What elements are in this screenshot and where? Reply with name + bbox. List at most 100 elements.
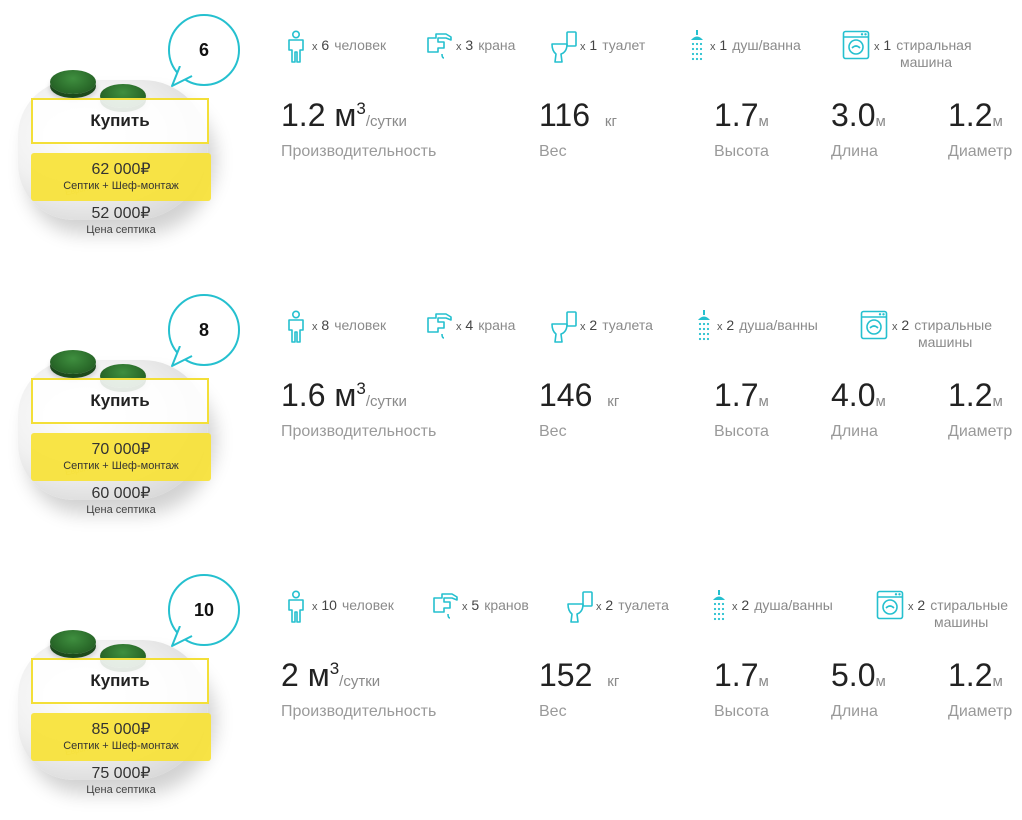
taps-text: крана: [478, 317, 516, 333]
washers-text-2: машина: [900, 54, 952, 70]
multiplier: х: [580, 321, 586, 333]
person-icon: [288, 30, 304, 63]
base-price-value: 60 000₽: [91, 485, 151, 502]
showers-count: 2: [726, 317, 735, 333]
height-label: Высота: [714, 143, 769, 160]
people-text: человек: [334, 317, 387, 333]
multiplier: х: [908, 601, 914, 613]
spec-length: 3.0м Длина: [831, 96, 886, 161]
multiplier: х: [456, 321, 462, 333]
price-with-install[interactable]: 62 000₽ Септик + Шеф-монтаж: [31, 153, 211, 201]
diameter-label: Диаметр: [948, 423, 1013, 440]
diameter-value: 1.2: [948, 657, 993, 693]
base-price-value: 52 000₽: [91, 205, 151, 222]
price-with-install[interactable]: 70 000₽ Септик + Шеф-монтаж: [31, 433, 211, 481]
height-value: 1.7: [714, 657, 759, 693]
toilets-text: туалет: [602, 37, 646, 53]
multiplier: х: [732, 601, 738, 613]
multiplier: х: [312, 321, 318, 333]
showers-count: 2: [741, 597, 750, 613]
weight-value: 116: [539, 97, 591, 133]
diameter-label: Диаметр: [948, 143, 1013, 160]
shower-icon: [698, 310, 710, 341]
buy-button[interactable]: Купить: [31, 658, 209, 704]
diameter-label: Диаметр: [948, 703, 1013, 720]
spec-weight: 116 кг Вес: [539, 96, 617, 161]
height-value: 1.7: [714, 97, 759, 133]
spec-length: 5.0м Длина: [831, 656, 886, 721]
multiplier: х: [462, 601, 468, 613]
shower-icon: [691, 30, 703, 61]
capacity-unit: /сутки: [339, 673, 381, 690]
taps-count: 3: [465, 37, 474, 53]
install-price: 70 000₽: [91, 441, 151, 458]
toilets-count: 2: [589, 317, 598, 333]
install-price-caption: Септик + Шеф-монтаж: [63, 740, 179, 752]
bubble-tail-icon: [171, 346, 193, 367]
toilet-icon: [551, 31, 577, 63]
product-card: Евролос 6 Купить 62 000₽ Септик + Шеф-мо…: [0, 0, 1022, 260]
multiplier: х: [596, 601, 602, 613]
base-price-caption: Цена септика: [86, 224, 156, 236]
multiplier: х: [874, 41, 880, 53]
weight-label: Вес: [539, 423, 567, 440]
capacity-superscript: 3: [356, 99, 366, 118]
height-unit: м: [758, 113, 769, 130]
diameter-value: 1.2: [948, 97, 993, 133]
spec-capacity: 2 м3/сутки Производительность: [281, 656, 436, 721]
washing-machine-icon: [876, 590, 904, 620]
people-count: 6: [321, 37, 330, 53]
capacity-value: 2 м: [281, 657, 330, 693]
capacity-label: Производительность: [281, 703, 437, 720]
people-count: 10: [321, 597, 337, 613]
taps-count: 4: [465, 317, 474, 333]
showers-text: душа/ванны: [754, 597, 833, 613]
spec-height: 1.7м Высота: [714, 656, 769, 721]
height-label: Высота: [714, 423, 769, 440]
install-price-caption: Септик + Шеф-монтаж: [63, 180, 179, 192]
toilets-count: 1: [589, 37, 598, 53]
weight-value: 146: [539, 377, 593, 413]
diameter-unit: м: [992, 393, 1003, 410]
lid-icon: [50, 350, 96, 374]
capacity-label: Производительность: [281, 143, 437, 160]
spec-weight: 146 кг Вес: [539, 376, 619, 441]
spec-capacity: 1.2 м3/сутки Производительность: [281, 96, 436, 161]
washers-count: 2: [917, 597, 926, 613]
washers-text-2: машины: [934, 614, 989, 630]
base-price-value: 75 000₽: [91, 765, 151, 782]
showers-text: душа/ванны: [739, 317, 818, 333]
multiplier: х: [312, 41, 318, 53]
height-unit: м: [758, 393, 769, 410]
weight-label: Вес: [539, 143, 567, 160]
model-badge: 8: [168, 294, 240, 366]
capacity-label: Производительность: [281, 423, 437, 440]
faucet-icon: [433, 593, 458, 619]
length-value: 3.0: [831, 97, 876, 133]
install-price: 62 000₽: [91, 161, 151, 178]
capacity-unit: /сутки: [365, 393, 407, 410]
spec-capacity: 1.6 м3/сутки Производительность: [281, 376, 436, 441]
multiplier: х: [312, 601, 318, 613]
length-unit: м: [875, 673, 886, 690]
person-icon: [288, 590, 304, 623]
spec-weight: 152 кг Вес: [539, 656, 619, 721]
length-label: Длина: [831, 423, 878, 440]
length-label: Длина: [831, 703, 878, 720]
lid-icon: [50, 70, 96, 94]
weight-label: Вес: [539, 703, 567, 720]
buy-button[interactable]: Купить: [31, 98, 209, 144]
base-price: 60 000₽ Цена септика: [31, 485, 211, 517]
diameter-unit: м: [992, 673, 1003, 690]
height-unit: м: [758, 673, 769, 690]
base-price-caption: Цена септика: [86, 504, 156, 516]
toilets-text: туалета: [602, 317, 653, 333]
faucet-icon: [427, 313, 452, 339]
length-unit: м: [875, 393, 886, 410]
buy-button[interactable]: Купить: [31, 378, 209, 424]
capacity-unit: /сутки: [365, 113, 407, 130]
length-label: Длина: [831, 143, 878, 160]
price-with-install[interactable]: 85 000₽ Септик + Шеф-монтаж: [31, 713, 211, 761]
bubble-tail-icon: [171, 626, 193, 647]
washers-count: 1: [883, 37, 892, 53]
